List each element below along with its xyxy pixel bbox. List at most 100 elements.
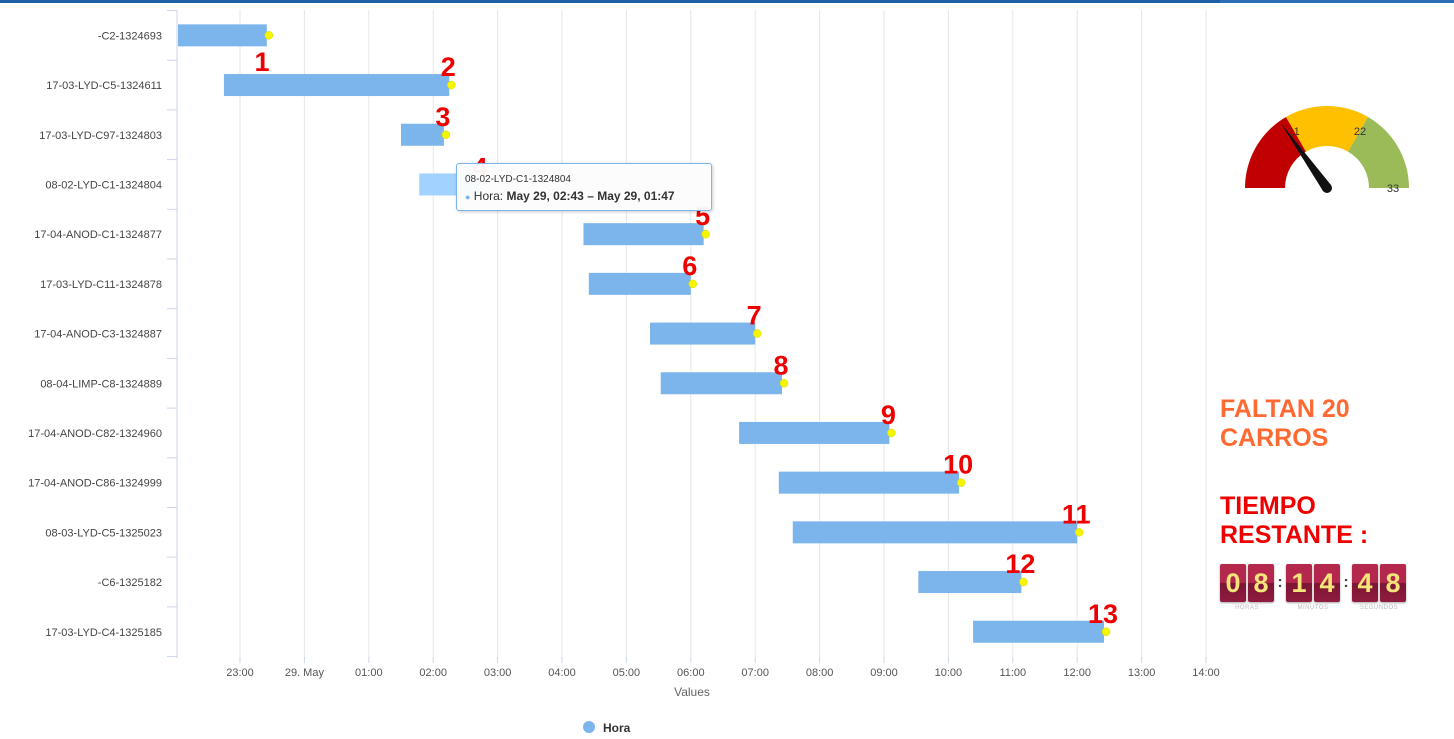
- seconds-label: SEGUNDOS: [1359, 605, 1399, 611]
- x-tick-label: 05:00: [613, 667, 641, 679]
- minutes-digit-2: 4: [1314, 564, 1340, 602]
- end-marker: [887, 428, 896, 438]
- sequence-label: 10: [943, 450, 973, 480]
- x-tick-label: 23:00: [226, 667, 254, 679]
- x-tick-label: 14:00: [1192, 667, 1220, 679]
- x-tick-label: 11:00: [999, 667, 1026, 679]
- remaining-cars-line2: CARROS: [1220, 424, 1329, 452]
- category-label: 17-04-ANOD-C1-1324877: [34, 229, 162, 241]
- x-tick-label: 29. May: [285, 667, 325, 679]
- category-label: 08-04-LIMP-C8-1324889: [40, 378, 162, 390]
- gantt-bar: [778, 471, 960, 494]
- end-marker: [447, 80, 456, 90]
- category-label: 17-03-LYD-C11-1324878: [40, 279, 162, 291]
- gantt-bar: [223, 74, 450, 97]
- gantt-bar: [401, 123, 444, 146]
- sequence-label: 7: [747, 301, 762, 331]
- countdown-hours: 0 8 HORAS: [1220, 564, 1274, 611]
- tooltip-series-name: Hora: [473, 189, 500, 203]
- gantt-bar: [588, 272, 691, 295]
- sequence-label: 11: [1062, 499, 1091, 529]
- hours-label: HORAS: [1235, 605, 1259, 611]
- gauge-chart: 11 22 33: [1245, 105, 1409, 195]
- end-marker: [1101, 627, 1111, 636]
- gauge-tick-label: 11: [1288, 126, 1299, 138]
- end-marker: [264, 31, 274, 40]
- seconds-digit-2: 8: [1380, 564, 1406, 602]
- x-tick-label: 03:00: [484, 667, 512, 679]
- end-marker: [688, 279, 698, 289]
- tooltip-series-dot-icon: ●: [465, 192, 471, 202]
- top-accent-bar-dark: [0, 0, 1220, 3]
- x-tick-label: 06:00: [677, 667, 705, 679]
- sequence-label: 9: [881, 400, 896, 430]
- gantt-bar: [973, 620, 1105, 643]
- sequence-label: 13: [1088, 599, 1118, 629]
- category-label: 17-04-ANOD-C3-1324887: [34, 329, 162, 341]
- remaining-cars-line1: FALTAN 20: [1220, 395, 1350, 423]
- remaining-time-line1: TIEMPO: [1220, 492, 1316, 520]
- countdown-clock: 0 8 HORAS : 1 4 MINUTOS : 4 8 SEGUNDOS: [1220, 564, 1450, 611]
- x-tick-label: 04:00: [548, 667, 576, 679]
- legend-label: Hora: [603, 721, 631, 735]
- x-tick-label: 01:00: [355, 667, 383, 679]
- countdown-minutes: 1 4 MINUTOS: [1286, 564, 1340, 611]
- countdown-separator: :: [1277, 573, 1283, 591]
- x-tick-label: 10:00: [935, 667, 963, 679]
- end-marker: [956, 478, 966, 487]
- gauge-band: [1348, 116, 1409, 188]
- sequence-label: 2: [441, 52, 456, 82]
- x-tick-label: 13:00: [1128, 667, 1156, 679]
- sequence-label: 6: [682, 251, 697, 281]
- category-label: 17-04-ANOD-C82-1324960: [28, 428, 162, 440]
- x-tick-label: 08:00: [806, 667, 834, 679]
- x-tick-label: 09:00: [870, 667, 898, 679]
- seconds-digit-1: 4: [1352, 564, 1378, 602]
- remaining-time-heading: TIEMPO RESTANTE :: [1220, 492, 1450, 550]
- sequence-label: 1: [254, 47, 269, 77]
- gauge-band: [1286, 105, 1368, 152]
- gantt-bar: [792, 521, 1078, 544]
- gantt-bar: [178, 24, 267, 47]
- sequence-label: 3: [435, 102, 450, 132]
- category-label: 08-03-LYD-C5-1325023: [45, 527, 162, 539]
- category-label: -C2-1324693: [98, 30, 162, 42]
- chart-tooltip: 08-02-LYD-C1-1324804 ● Hora: May 29, 02:…: [456, 163, 712, 211]
- category-label: -C6-1325182: [98, 577, 162, 589]
- hours-digit-1: 0: [1220, 564, 1246, 602]
- remaining-cars-text: FALTAN 20 CARROS: [1220, 395, 1450, 453]
- minutes-digit-1: 1: [1286, 564, 1312, 602]
- end-marker: [1019, 577, 1028, 587]
- end-marker: [441, 130, 451, 139]
- countdown-seconds: 4 8 SEGUNDOS: [1352, 564, 1406, 611]
- gauge-band: [1245, 116, 1306, 188]
- remaining-time-line2: RESTANTE :: [1220, 521, 1369, 549]
- category-label: 17-03-LYD-C97-1324803: [39, 130, 162, 142]
- x-tick-label: 07:00: [741, 667, 769, 679]
- end-marker: [752, 329, 762, 338]
- category-label: 17-03-LYD-C4-1325185: [45, 627, 162, 639]
- gauge-needle-pivot: [1322, 183, 1332, 193]
- minutes-label: MINUTOS: [1297, 605, 1329, 611]
- end-marker: [779, 379, 789, 388]
- legend-symbol: [583, 721, 595, 733]
- sequence-label: 8: [774, 350, 789, 380]
- gantt-bar: [583, 223, 704, 246]
- end-marker: [701, 229, 710, 239]
- gantt-bar: [660, 372, 783, 395]
- gantt-bar: [739, 421, 890, 444]
- gauge-tick-label: 33: [1387, 183, 1399, 195]
- gauge-tick-label: 22: [1354, 126, 1366, 138]
- gauge-needle: [1280, 122, 1332, 191]
- tooltip-line: ● Hora: May 29, 02:43 – May 29, 01:47: [465, 189, 675, 203]
- x-tick-label: 02:00: [419, 667, 447, 679]
- category-label: 17-04-ANOD-C86-1324999: [28, 478, 162, 490]
- top-accent-bar: [0, 0, 1454, 3]
- hours-digit-2: 8: [1248, 564, 1274, 602]
- tooltip-title: 08-02-LYD-C1-1324804: [465, 174, 571, 185]
- countdown-panel: FALTAN 20 CARROS TIEMPO RESTANTE : 0 8 H…: [1220, 395, 1450, 611]
- end-marker: [1074, 528, 1084, 537]
- x-axis-title: Values: [674, 685, 710, 699]
- category-label: 17-03-LYD-C5-1324611: [46, 80, 162, 92]
